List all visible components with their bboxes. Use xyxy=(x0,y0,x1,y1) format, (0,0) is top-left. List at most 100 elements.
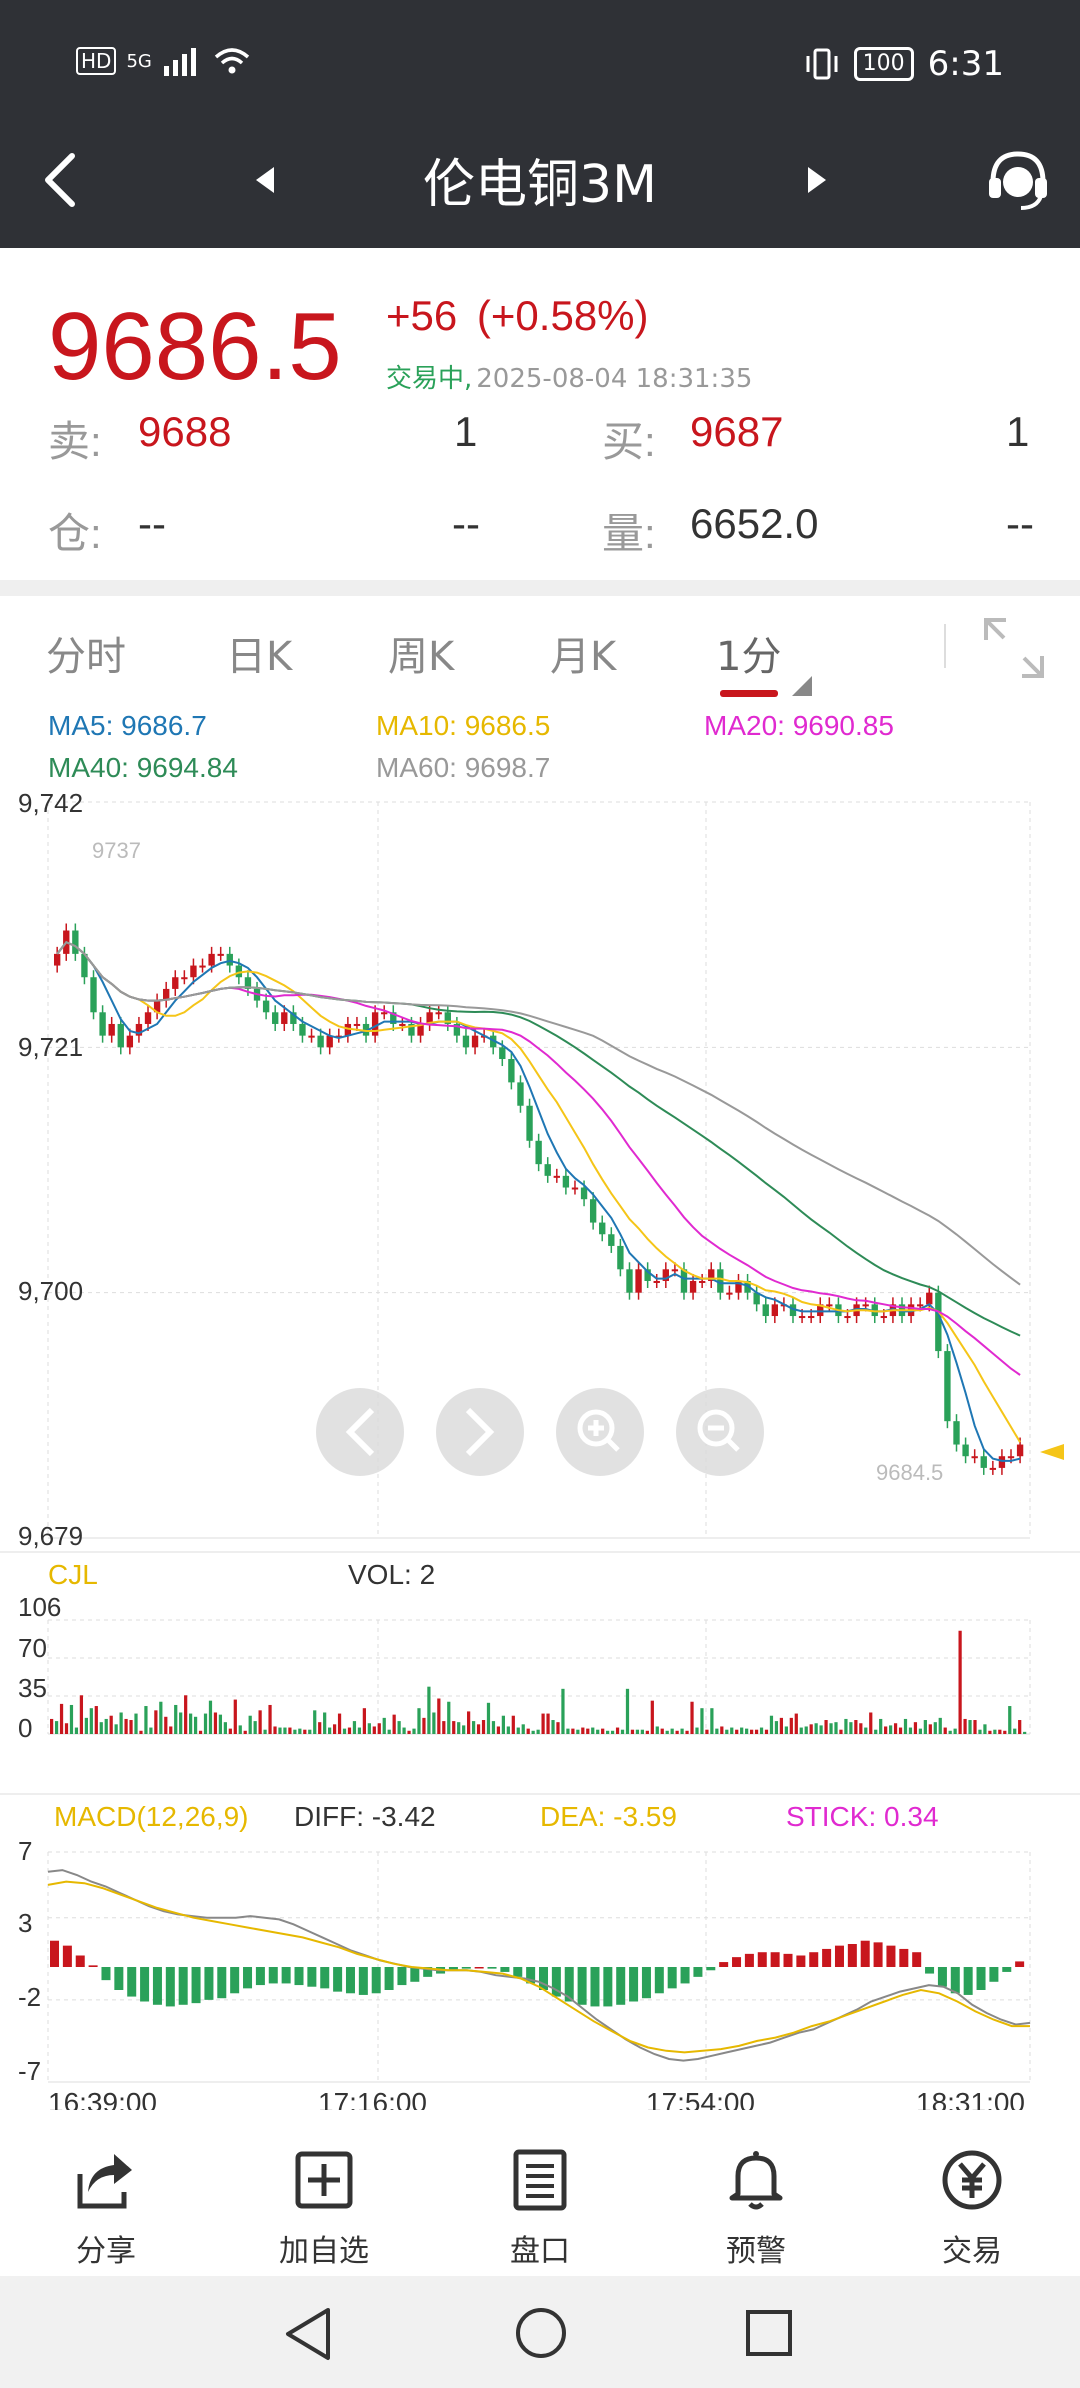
candle-body xyxy=(408,1023,415,1036)
open-interest-label: 仓: xyxy=(48,510,102,557)
volume-bar xyxy=(318,1722,322,1734)
volume-bar xyxy=(407,1730,411,1734)
volume-bar xyxy=(884,1726,888,1734)
volume-bar xyxy=(164,1716,168,1734)
back-button[interactable] xyxy=(24,144,96,216)
volume-bar xyxy=(779,1717,784,1734)
fullscreen-icon[interactable] xyxy=(982,616,1046,680)
macd-stick-bar xyxy=(564,1967,574,2002)
tab-1min[interactable]: 1分 xyxy=(716,634,782,680)
vol-y-tick: 0 xyxy=(18,1713,32,1743)
candle-body xyxy=(235,965,243,978)
volume-bar xyxy=(1003,1730,1007,1734)
volume-bar xyxy=(715,1728,719,1734)
system-home-icon[interactable] xyxy=(514,2306,568,2360)
volume-bar xyxy=(59,1703,64,1734)
candle-body xyxy=(490,1035,497,1048)
volume-bar xyxy=(804,1726,808,1734)
tab-weekly-k[interactable]: 周K xyxy=(388,634,455,680)
volume-bar xyxy=(665,1730,669,1734)
candle-body xyxy=(381,1012,388,1015)
candle-body xyxy=(299,1023,306,1036)
chart-prev-button[interactable] xyxy=(316,1388,404,1476)
chart-next-button[interactable] xyxy=(436,1388,524,1476)
tab-daily-k[interactable]: 日K xyxy=(226,634,293,680)
battery-icon: 100 xyxy=(853,47,914,81)
volume-bar xyxy=(864,1727,868,1734)
volume-bar xyxy=(1018,1720,1022,1734)
volume-bar xyxy=(700,1708,704,1734)
volume-bar xyxy=(486,1702,491,1734)
share-button[interactable]: 分享 xyxy=(26,2148,186,2270)
macd-stick-bar xyxy=(217,1967,227,1999)
volume-bar xyxy=(730,1727,734,1734)
volume-bar xyxy=(323,1712,327,1734)
volume-bar xyxy=(606,1730,610,1734)
nav-bar: 伦电铜3M xyxy=(0,120,1080,248)
volume-bar xyxy=(849,1722,853,1734)
tab-intraday[interactable]: 分时 xyxy=(46,634,126,680)
macd-stick-bar xyxy=(140,1967,150,2002)
candle-body xyxy=(217,953,224,956)
volume-bar xyxy=(447,1701,451,1734)
volume-bar xyxy=(536,1729,540,1734)
system-recents-icon[interactable] xyxy=(744,2308,794,2358)
orderbook-icon xyxy=(513,2149,567,2211)
orderbook-button[interactable]: 盘口 xyxy=(460,2148,620,2270)
x-tick-label: 16:39:00 xyxy=(48,2087,157,2110)
candle-body xyxy=(998,1456,1006,1468)
next-contract-button[interactable] xyxy=(794,156,842,204)
volume-bar xyxy=(581,1727,585,1734)
volume-bar xyxy=(680,1728,684,1734)
volume-bar xyxy=(735,1729,739,1734)
volume-bar xyxy=(149,1727,153,1734)
zoom-out-icon xyxy=(697,1409,735,1447)
macd-stick-bar xyxy=(551,1967,561,1997)
zoom-out-button[interactable] xyxy=(676,1388,764,1476)
volume-bar xyxy=(898,1727,903,1734)
vol-y-tick: 35 xyxy=(18,1673,47,1703)
macd-stick-bar xyxy=(461,1967,471,1969)
volume-bar xyxy=(784,1726,788,1734)
volume-bar xyxy=(144,1706,148,1734)
volume-bar xyxy=(615,1727,620,1734)
tab-monthly-k[interactable]: 月K xyxy=(550,634,617,680)
macd-stick-bar xyxy=(744,1953,754,1967)
volume-bar xyxy=(476,1724,481,1734)
volume-bar xyxy=(139,1730,143,1734)
alert-button[interactable]: 预警 xyxy=(676,2148,836,2270)
candle-body xyxy=(99,1012,106,1036)
macd-stick-bar xyxy=(88,1965,98,1967)
volume-bar xyxy=(372,1726,376,1734)
volume-bar xyxy=(243,1730,247,1734)
zoom-in-button[interactable] xyxy=(556,1388,644,1476)
candle-body xyxy=(635,1269,642,1293)
candle-body xyxy=(344,1023,352,1036)
candle-body xyxy=(471,1035,479,1048)
candle-body xyxy=(589,1199,597,1223)
volume-bar xyxy=(650,1700,654,1734)
current-price-marker-icon xyxy=(1040,1444,1064,1460)
trade-button[interactable]: 交易 xyxy=(892,2148,1052,2270)
system-back-icon[interactable] xyxy=(282,2306,334,2362)
customer-service-button[interactable] xyxy=(978,140,1058,220)
macd-stick-bar xyxy=(719,1962,729,1967)
add-watchlist-button[interactable]: 加自选 xyxy=(244,2148,404,2270)
candle-body xyxy=(353,1023,361,1026)
volume-bar xyxy=(809,1724,813,1734)
chart-area[interactable]: 9,742 9,721 9,700 9,679 9737 9684.5 CJL … xyxy=(0,780,1080,2110)
tab-dropdown-icon[interactable] xyxy=(790,674,814,698)
volume-bar xyxy=(933,1722,937,1734)
candle-body xyxy=(562,1175,570,1188)
candle-body xyxy=(72,930,79,954)
macd-stick-bar xyxy=(886,1945,896,1967)
ma20-legend: MA20: 9690.85 xyxy=(704,710,894,741)
ma60-line xyxy=(56,940,1021,1286)
prev-contract-button[interactable] xyxy=(240,156,288,204)
sell-label: 卖: xyxy=(48,418,102,465)
volume-bar xyxy=(129,1720,133,1734)
volume-bar xyxy=(332,1724,337,1734)
macd-stick-bar xyxy=(1002,1967,1012,1972)
volume-bar xyxy=(491,1721,496,1734)
candle-body xyxy=(371,1012,379,1036)
